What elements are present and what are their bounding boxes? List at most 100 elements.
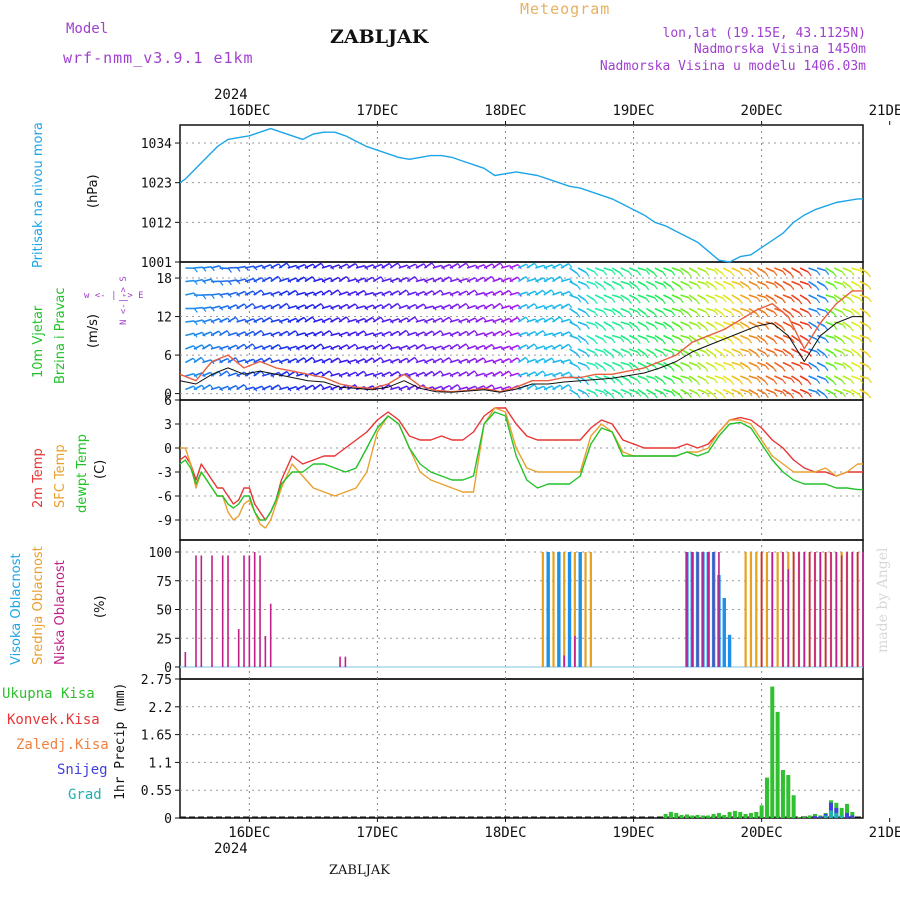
wind-barb — [227, 279, 238, 283]
wind-barb-flag — [602, 286, 607, 291]
wind-barb — [287, 330, 296, 337]
wind-barb — [722, 361, 732, 367]
wind-barb — [808, 348, 818, 353]
wind-barb-flag — [671, 391, 676, 397]
wind-barb — [338, 316, 347, 323]
wind-barb-flag — [824, 353, 828, 359]
wind-barb-flag — [850, 351, 855, 357]
frame-temperature — [179, 399, 864, 541]
wind-barb — [287, 357, 297, 364]
wind-barb — [244, 343, 254, 350]
wind-barb — [654, 388, 664, 394]
wind-barb — [492, 345, 502, 350]
wind-barb — [304, 316, 313, 323]
precip-bar — [839, 815, 844, 818]
wind-barb — [611, 294, 622, 299]
wind-barb — [500, 385, 510, 391]
wind-barb-flag — [756, 285, 761, 290]
wind-barb — [629, 388, 639, 394]
wind-barb — [364, 291, 374, 296]
wind-barb-flag — [765, 297, 770, 302]
wind-barb — [722, 388, 732, 395]
wind-barb-flag — [636, 326, 641, 332]
wind-barb — [816, 321, 826, 328]
wind-barb-flag — [611, 310, 616, 316]
wind-barb — [432, 304, 442, 310]
precip-bar — [839, 807, 844, 818]
wind-barb — [466, 370, 475, 377]
wind-barb — [355, 264, 365, 269]
wind-barb-flag — [849, 367, 854, 372]
wind-barb — [424, 277, 434, 283]
wind-barb — [466, 345, 476, 350]
wind-barb — [355, 358, 365, 364]
wind-barb — [500, 317, 510, 323]
wind-barb — [577, 307, 587, 314]
wind-barb — [287, 317, 297, 323]
wind-barb — [757, 294, 767, 299]
elevation-info: Nadmorska Visina 1450m — [694, 42, 866, 57]
precip-bar — [775, 711, 780, 818]
wind-barb-flag — [688, 284, 693, 290]
wind-barb — [560, 343, 570, 350]
wind-barb — [449, 371, 459, 377]
wind-barb — [202, 278, 212, 283]
wind-barb-flag — [687, 393, 692, 399]
wind-barb-flag — [764, 393, 769, 398]
wind-barb — [594, 321, 604, 328]
wind-barb — [347, 262, 356, 269]
wind-barb — [449, 331, 459, 337]
wind-barb-flag — [739, 283, 744, 289]
wind-barb — [808, 321, 817, 328]
wind-barb — [646, 334, 656, 340]
wind-barb-flag — [628, 339, 633, 345]
wind-barb-flag — [585, 284, 590, 290]
wind-barb — [611, 361, 621, 367]
wind-barb — [330, 304, 340, 310]
wind-barb-flag — [781, 286, 786, 291]
wind-barb — [193, 331, 203, 337]
wind-barb-flag — [380, 357, 385, 362]
wind-barb — [432, 370, 441, 377]
wind-barb — [594, 280, 604, 288]
wind-barb-flag — [653, 312, 658, 318]
wind-barb — [833, 334, 843, 341]
wind-barb — [825, 294, 835, 299]
y-tick-cloud: 50 — [156, 604, 172, 619]
wind-barb — [236, 343, 245, 350]
wind-barb-flag — [628, 352, 633, 357]
wind-barb-flag — [226, 330, 231, 336]
wind-barb-flag — [755, 312, 760, 318]
y-tick-precip: 1.65 — [141, 729, 172, 744]
wind-barb-flag — [859, 298, 864, 303]
wind-barb — [389, 277, 399, 283]
wind-barb — [193, 384, 203, 391]
wind-barb — [483, 359, 494, 364]
wind-barb — [364, 357, 373, 364]
wind-barb-flag — [739, 352, 744, 357]
wind-barb — [628, 294, 638, 300]
wind-barb — [278, 318, 288, 323]
wind-barb-flag — [731, 284, 736, 290]
wind-barb — [381, 278, 391, 283]
precip-legend-hail: Grad — [68, 787, 102, 803]
wind-barb-flag — [653, 285, 658, 290]
wind-barb — [389, 302, 399, 310]
wind-barb-flag — [235, 304, 240, 310]
wind-barb — [441, 372, 451, 377]
precip-bar — [818, 816, 823, 818]
wind-barb — [517, 263, 527, 269]
wind-barb-flag — [602, 379, 607, 385]
wind-barb — [543, 357, 553, 364]
wind-barb — [808, 267, 818, 272]
wind-barb — [620, 267, 630, 273]
wind-barb — [321, 277, 331, 283]
wind-barb — [236, 278, 246, 283]
wind-barb — [535, 357, 544, 364]
wind-barb — [739, 321, 749, 328]
wind-barb — [569, 388, 578, 395]
y-tick-cloud: 0 — [164, 661, 172, 676]
wind-barb — [441, 331, 451, 337]
wind-barb — [424, 305, 434, 310]
wind-barb-flag — [576, 393, 581, 399]
